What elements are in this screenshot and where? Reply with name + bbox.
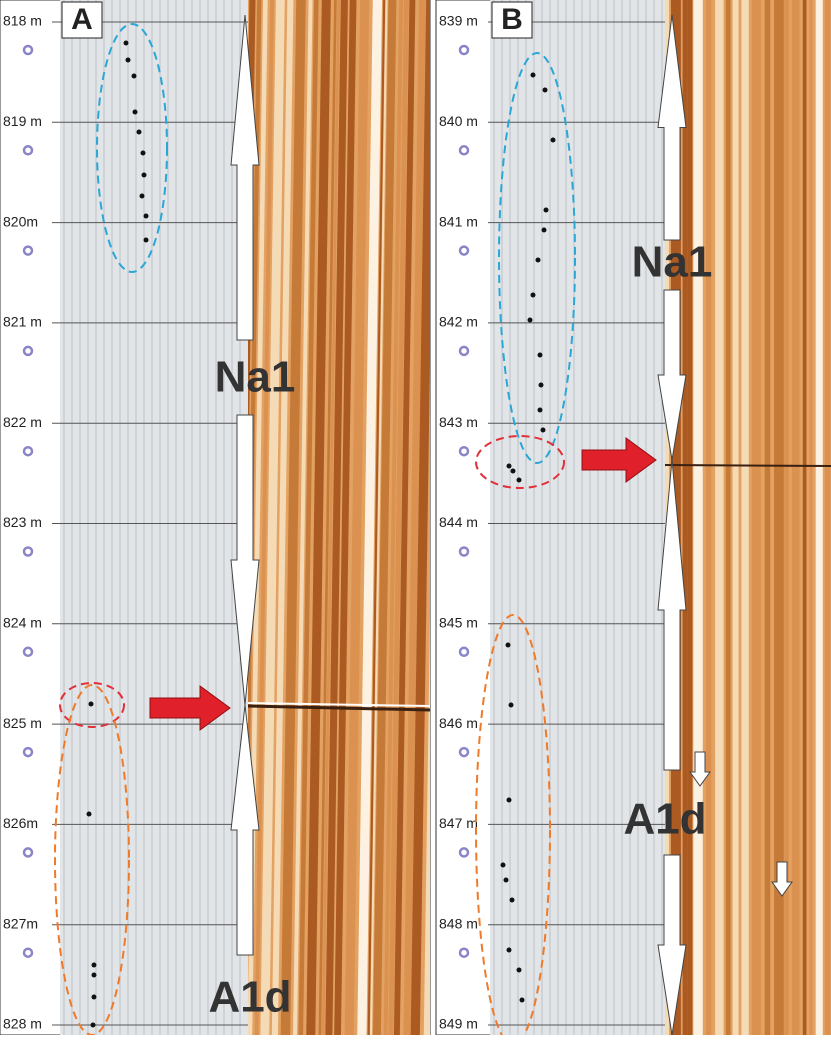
tadpole-dot xyxy=(531,293,536,298)
tadpole-dot xyxy=(507,798,512,803)
stripe xyxy=(687,0,692,1035)
tadpole-dot xyxy=(507,464,512,469)
depth-label: 845 m xyxy=(439,615,478,631)
tadpole-dot xyxy=(124,41,129,46)
tadpole-dot xyxy=(137,130,142,135)
depth-label: 819 m xyxy=(3,113,42,129)
depth-label: 821 m xyxy=(3,314,42,330)
depth-label: 848 m xyxy=(439,915,478,931)
depth-label: 844 m xyxy=(439,514,478,530)
tadpole-dot xyxy=(144,238,149,243)
tadpole-dot xyxy=(89,702,94,707)
depth-label: 823 m xyxy=(3,514,42,530)
page: 818 m 819 m 820m 821 m 822 m 823 m 824 m 825 m 8… xyxy=(0,0,831,1035)
stripe xyxy=(765,0,771,1035)
depth-label: 827m xyxy=(3,915,38,931)
stripe xyxy=(825,0,831,1035)
unit-label: A1d xyxy=(208,973,291,1022)
figure: 818 m 819 m 820m 821 m 822 m 823 m 824 m 825 m 8… xyxy=(0,0,831,1035)
fracture xyxy=(665,465,831,466)
stripe xyxy=(752,0,761,1035)
depth-label: 843 m xyxy=(439,414,478,430)
stripe xyxy=(733,0,739,1035)
tadpole-dot xyxy=(92,963,97,968)
tadpole-dot xyxy=(91,1023,96,1028)
depth-label: 840 m xyxy=(439,113,478,129)
tadpole-dot xyxy=(543,88,548,93)
stripe xyxy=(726,0,731,1035)
tadpole-dot xyxy=(133,110,138,115)
tadpole-dot xyxy=(538,353,543,358)
depth-label: 818 m xyxy=(3,13,42,29)
depth-label: 828 m xyxy=(3,1016,42,1032)
depth-label: 842 m xyxy=(439,314,478,330)
log-track xyxy=(490,0,665,1035)
stripe xyxy=(715,0,723,1035)
tadpole-dot xyxy=(517,478,522,483)
depth-label: 825 m xyxy=(3,715,42,731)
depth-label: 841 m xyxy=(439,213,478,229)
tadpole-dot xyxy=(538,408,543,413)
depth-label: 847 m xyxy=(439,815,478,831)
tadpole-dot xyxy=(551,138,556,143)
tadpole-dot xyxy=(141,151,146,156)
tadpole-dot xyxy=(536,258,541,263)
tadpole-dot xyxy=(140,194,145,199)
stripe xyxy=(683,0,688,1035)
tadpole-dot xyxy=(531,73,536,78)
panel-letter: A xyxy=(71,3,93,36)
tadpole-dot xyxy=(142,173,147,178)
tadpole-dot xyxy=(528,318,533,323)
unit-label: A1d xyxy=(623,795,706,844)
tadpole-dot xyxy=(511,469,516,474)
tadpole-dot xyxy=(509,703,514,708)
tadpole-dot xyxy=(504,878,509,883)
tadpole-dot xyxy=(517,968,522,973)
stripe xyxy=(693,0,702,1035)
stripe xyxy=(810,0,813,1035)
tadpole-dot xyxy=(510,898,515,903)
tadpole-dot xyxy=(542,228,547,233)
depth-label: 839 m xyxy=(439,13,478,29)
tadpole-dot xyxy=(520,998,525,1003)
stripe xyxy=(792,0,800,1035)
stripe xyxy=(803,0,807,1035)
tadpole-dot xyxy=(144,214,149,219)
depth-label: 824 m xyxy=(3,615,42,631)
tadpole-dot xyxy=(126,58,131,63)
tadpole-dot xyxy=(92,995,97,1000)
tadpole-dot xyxy=(92,973,97,978)
tadpole-dot xyxy=(132,74,137,79)
tadpole-dot xyxy=(501,863,506,868)
depth-label: 846 m xyxy=(439,715,478,731)
depth-label: 849 m xyxy=(439,1016,478,1032)
tadpole-dot xyxy=(506,643,511,648)
stripe xyxy=(706,0,711,1035)
tadpole-dot xyxy=(539,383,544,388)
depth-label: 820m xyxy=(3,213,38,229)
depth-label: 826m xyxy=(3,815,38,831)
unit-label: Na1 xyxy=(215,353,296,402)
panel: 839 m 840 m 841 m 842 m 843 m 844 m 845 m 846 m… xyxy=(436,0,831,1035)
stripe xyxy=(741,0,748,1035)
panel-letter: B xyxy=(501,3,523,36)
tadpole-dot xyxy=(507,948,512,953)
tadpole-dot xyxy=(87,812,92,817)
tadpole-dot xyxy=(541,428,546,433)
stripe xyxy=(816,0,823,1035)
unit-label: Na1 xyxy=(632,238,713,287)
tadpole-dot xyxy=(544,208,549,213)
depth-label: 822 m xyxy=(3,414,42,430)
